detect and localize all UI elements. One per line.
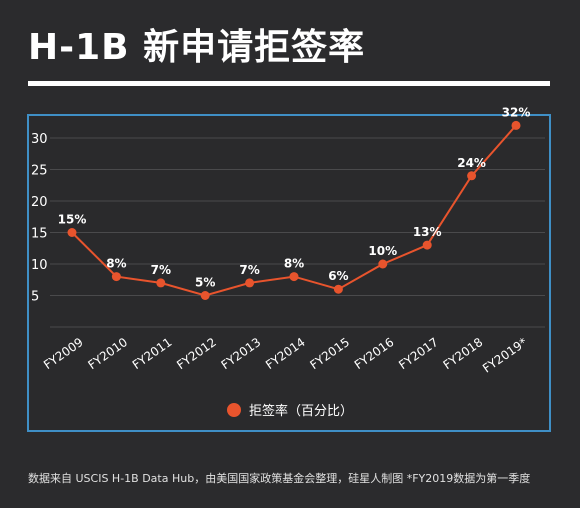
data-point: [422, 240, 432, 250]
x-tick-label: FY2013: [219, 335, 264, 372]
legend-label: 拒签率（百分比）: [248, 404, 353, 419]
y-tick-label: 10: [31, 258, 48, 273]
x-tick-label: FY2012: [174, 335, 219, 372]
footnote: 数据来自 USCIS H-1B Data Hub，由美国国家政策基金会整理，硅星…: [28, 472, 531, 485]
data-label: 7%: [151, 263, 171, 277]
data-point: [467, 171, 477, 181]
legend-marker-icon: [226, 402, 241, 417]
x-tick-label: FY2015: [307, 335, 352, 372]
data-label: 8%: [106, 257, 126, 271]
x-tick-label: FY2009: [41, 335, 86, 372]
x-tick-label: FY2018: [441, 335, 486, 372]
x-tick-label: FY2016: [352, 335, 397, 372]
data-point: [378, 259, 388, 269]
data-point: [245, 278, 255, 288]
data-label: 10%: [368, 244, 397, 258]
data-label: 5%: [195, 276, 215, 290]
data-point: [156, 278, 166, 288]
data-label: 6%: [328, 269, 348, 283]
data-label: 13%: [413, 225, 442, 239]
data-point: [67, 228, 77, 237]
data-label: 32%: [502, 105, 531, 119]
page-title: H-1B 新申请拒签率: [28, 27, 366, 68]
y-tick-label: 25: [31, 164, 48, 179]
x-tick-label: FY2011: [130, 335, 175, 372]
data-label: 8%: [284, 257, 304, 271]
x-tick-label: FY2014: [263, 335, 308, 372]
data-label: 15%: [58, 213, 87, 227]
y-tick-label: 20: [31, 195, 48, 210]
data-label: 24%: [457, 156, 486, 170]
x-tick-label: FY2019*: [480, 335, 530, 376]
data-point: [289, 272, 299, 282]
y-tick-label: 15: [31, 227, 48, 242]
y-tick-label: 30: [31, 132, 48, 147]
y-tick-label: 5: [31, 290, 39, 305]
title-divider: [28, 81, 550, 86]
x-tick-label: FY2017: [396, 335, 441, 372]
data-point: [511, 120, 521, 130]
data-point: [111, 272, 121, 282]
data-point: [333, 284, 343, 294]
x-tick-label: FY2010: [85, 335, 130, 372]
data-point: [200, 291, 210, 300]
chart-legend: 拒签率（百分比）: [0, 400, 580, 421]
data-label: 7%: [239, 263, 259, 277]
